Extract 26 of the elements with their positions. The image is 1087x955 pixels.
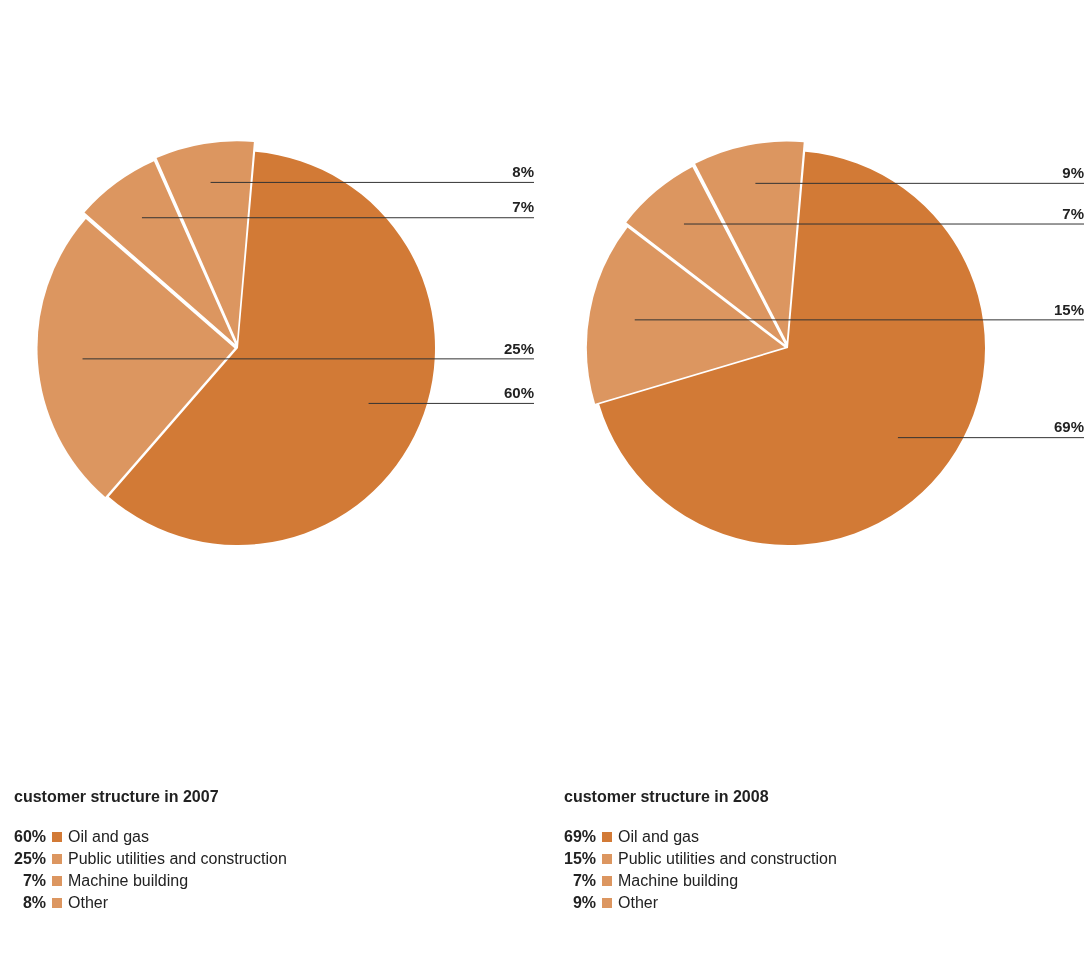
legend-label: Oil and gas: [67, 827, 150, 847]
text: 7%: [22, 872, 47, 889]
text: 7%: [572, 872, 597, 889]
data-label: 7%: [1062, 204, 1084, 222]
text: customer structure in 2007: [14, 788, 220, 806]
legend-label: Machine building: [67, 871, 190, 891]
text: customer structure in 2008: [564, 788, 770, 806]
text: 69%: [564, 828, 597, 845]
text: 9%: [572, 894, 597, 911]
data-label: 15%: [1053, 300, 1084, 318]
legend-label: Other: [617, 893, 660, 913]
legend-label: Oil and gas: [617, 827, 700, 847]
data-label: 7%: [512, 198, 534, 216]
legend-label: Other: [67, 893, 110, 913]
data-label: 25%: [503, 339, 534, 357]
data-label: 9%: [1062, 164, 1084, 181]
legend-label: Public utilities and construction: [617, 849, 837, 869]
text: 15%: [564, 850, 597, 867]
text: 25%: [14, 850, 47, 867]
legend-label: Machine building: [617, 871, 740, 891]
legend-label: Public utilities and construction: [67, 849, 287, 869]
text: 8%: [22, 894, 47, 911]
data-label: 60%: [503, 384, 534, 402]
text: 60%: [14, 828, 47, 845]
data-label: 8%: [512, 163, 534, 181]
data-label: 69%: [1053, 418, 1084, 436]
